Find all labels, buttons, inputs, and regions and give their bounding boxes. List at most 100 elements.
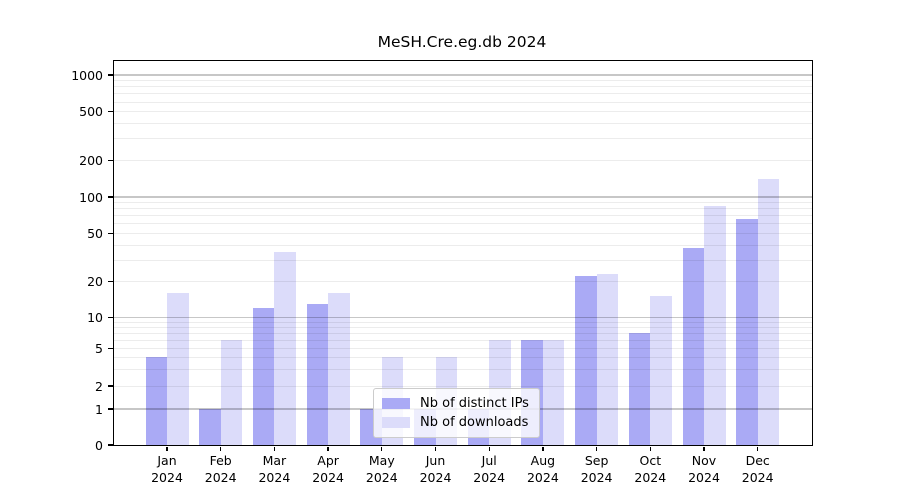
x-tick-year: 2024 <box>151 470 183 485</box>
y-tick-label: 1000 <box>71 67 103 83</box>
bar-downloads-jan <box>167 293 189 445</box>
bar-downloads-mar <box>274 252 296 445</box>
x-tick-month: Oct <box>639 453 662 468</box>
x-tick-year: 2024 <box>258 470 291 485</box>
x-tick-year: 2024 <box>634 470 667 485</box>
x-tick-mark <box>381 446 383 451</box>
y-tick-label: 0 <box>95 437 103 453</box>
gridline-minor <box>114 159 812 161</box>
x-tick-label-aug: Aug 2024 <box>511 452 575 486</box>
x-tick-label-jun: Jun 2024 <box>404 452 468 486</box>
y-tick-label: 200 <box>79 152 103 168</box>
x-tick-label-may: May 2024 <box>350 452 414 486</box>
bar-ips-oct <box>628 333 651 445</box>
y-tick-label: 20 <box>87 273 103 289</box>
x-tick-month: Sep <box>584 453 609 468</box>
x-tick-month: Feb <box>209 453 232 468</box>
gridline-major <box>114 196 812 198</box>
x-tick-year: 2024 <box>365 470 398 485</box>
x-tick-label-mar: Mar 2024 <box>242 452 306 486</box>
y-tick-label: 2 <box>95 378 103 394</box>
x-tick-month: Jan <box>157 453 177 468</box>
y-tick-label: 500 <box>79 104 103 120</box>
bar-ips-apr <box>306 303 329 445</box>
bar-downloads-aug <box>542 340 565 445</box>
x-tick-mark <box>757 446 759 451</box>
bar-ips-nov <box>682 247 704 445</box>
x-tick-label-dec: Dec 2024 <box>726 452 790 486</box>
y-tick-mark <box>107 444 114 446</box>
x-tick-month: Apr <box>317 453 339 468</box>
y-tick-mark <box>107 317 114 319</box>
x-tick-month: Mar <box>262 453 287 468</box>
x-tick-label-apr: Apr 2024 <box>296 452 360 486</box>
legend-swatch-downloads <box>382 417 410 429</box>
bar-ips-dec <box>736 218 758 445</box>
x-tick-mark <box>595 446 598 451</box>
gridline-major <box>114 74 812 76</box>
legend-item-downloads: Nb of downloads <box>382 415 531 430</box>
x-tick-month: May <box>368 453 395 468</box>
legend: Nb of distinct IPs Nb of downloads <box>373 388 540 438</box>
y-tick-mark <box>107 280 114 283</box>
x-tick-year: 2024 <box>688 470 720 485</box>
x-tick-year: 2024 <box>204 470 237 485</box>
gridline-minor <box>114 111 812 113</box>
gridline-minor <box>114 80 812 82</box>
x-tick-label-jan: Jan 2024 <box>135 452 199 486</box>
gridline-minor <box>114 101 812 103</box>
x-tick-label-feb: Feb 2024 <box>189 452 253 486</box>
bar-downloads-dec <box>757 179 780 445</box>
x-tick-month: Jul <box>481 453 497 468</box>
x-tick-year: 2024 <box>473 470 506 485</box>
x-tick-month: Nov <box>691 453 717 468</box>
x-tick-month: Jun <box>425 453 446 468</box>
bar-ips-feb <box>199 409 221 445</box>
x-tick-year: 2024 <box>526 470 559 485</box>
x-tick-mark <box>488 446 490 451</box>
x-tick-mark <box>542 446 544 451</box>
bar-ips-mar <box>252 308 275 445</box>
bar-ips-sep <box>575 276 597 445</box>
gridline-minor <box>114 86 812 88</box>
legend-swatch-distinct-ips <box>382 397 410 409</box>
gridline-minor <box>114 202 812 204</box>
x-tick-month: Aug <box>530 453 556 468</box>
x-tick-label-sep: Sep 2024 <box>565 452 629 486</box>
y-tick-mark <box>107 111 114 113</box>
x-tick-label-nov: Nov 2024 <box>672 452 736 486</box>
y-tick-mark <box>107 74 114 76</box>
x-tick-year: 2024 <box>312 470 344 485</box>
x-tick-label-oct: Oct 2024 <box>618 452 682 486</box>
legend-label-downloads: Nb of downloads <box>420 415 529 431</box>
gridline-minor <box>114 138 812 140</box>
y-tick-mark <box>107 347 114 349</box>
y-tick-mark <box>107 232 114 235</box>
x-tick-mark <box>327 446 329 451</box>
x-tick-mark <box>649 446 651 451</box>
gridline-minor <box>114 93 812 95</box>
bar-downloads-apr <box>328 293 350 445</box>
x-tick-year: 2024 <box>580 470 613 485</box>
bar-ips-jan <box>145 357 167 445</box>
y-tick-mark <box>107 159 114 161</box>
y-tick-label: 1 <box>95 401 103 417</box>
x-tick-mark <box>703 446 705 451</box>
bar-downloads-nov <box>704 205 726 445</box>
x-tick-month: Dec <box>745 453 770 468</box>
chart-title: MeSH.Cre.eg.db 2024 <box>377 33 547 51</box>
x-tick-mark <box>166 446 168 451</box>
bar-downloads-oct <box>650 296 672 445</box>
x-tick-mark <box>220 446 222 451</box>
y-tick-mark <box>107 196 114 198</box>
bar-downloads-feb <box>220 340 243 445</box>
x-tick-mark <box>434 446 437 451</box>
x-tick-year: 2024 <box>741 470 774 485</box>
bar-downloads-sep <box>596 274 619 445</box>
x-tick-year: 2024 <box>419 470 452 485</box>
y-tick-mark <box>107 408 114 410</box>
y-tick-label: 5 <box>95 340 103 356</box>
gridline-minor <box>114 123 812 125</box>
y-tick-label: 100 <box>79 189 103 205</box>
